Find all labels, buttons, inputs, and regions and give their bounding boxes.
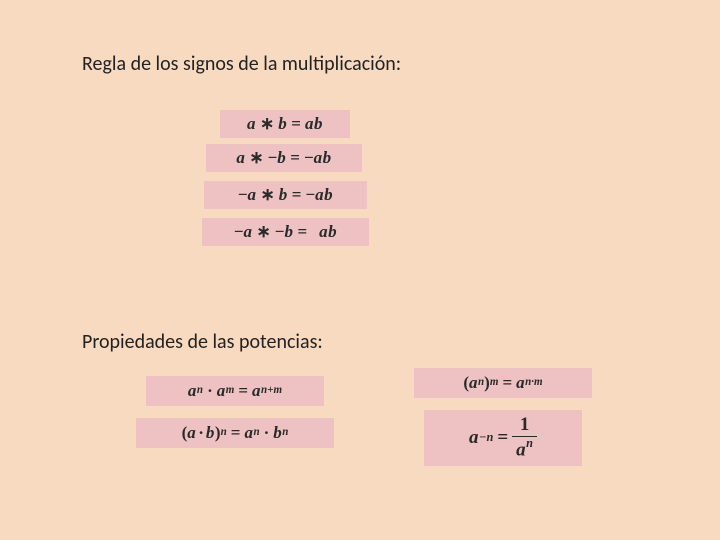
- heading-power-props: Propiedades de las potencias:: [82, 330, 323, 354]
- sign-rule-4: −a ∗ −b = ab: [202, 218, 369, 246]
- power-prop-negative: a−n = 1 an: [424, 410, 582, 466]
- power-prop-power: (an)m = an·m: [414, 368, 592, 398]
- sign-rule-1: a ∗ b = ab: [220, 110, 350, 138]
- sign-rule-2: a ∗ −b = −ab: [206, 144, 362, 172]
- heading-sign-rules: Regla de los signos de la multiplicación…: [82, 52, 401, 76]
- sign-rule-3: −a ∗ b = −ab: [204, 181, 367, 209]
- power-prop-distrib: (a · b)n = an · bn: [136, 418, 334, 448]
- power-prop-product: an · am = an+m: [146, 376, 324, 406]
